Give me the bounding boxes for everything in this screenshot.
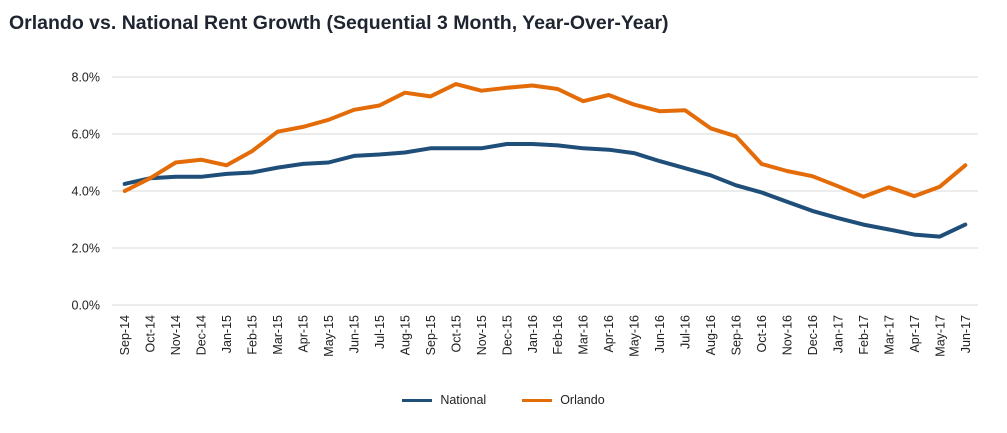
x-tick-label: Jul-15 (373, 315, 387, 349)
x-tick-label: Aug-16 (704, 315, 718, 355)
legend-label-orlando: Orlando (560, 393, 605, 407)
series-line-national (122, 142, 968, 239)
x-tick-label: Oct-16 (755, 315, 769, 353)
y-tick-label: 4.0% (72, 185, 101, 199)
x-tick-label: Feb-17 (857, 315, 871, 355)
legend: National Orlando (0, 393, 1007, 407)
y-axis-ticks: 0.0% 2.0% 4.0% 6.0% 8.0% (72, 71, 101, 313)
x-tick-label: Nov-14 (169, 315, 183, 355)
y-tick-label: 0.0% (72, 299, 101, 313)
y-tick-label: 6.0% (72, 128, 101, 142)
x-tick-label: Jan-17 (831, 315, 845, 353)
x-tick-label: Jan-15 (220, 315, 234, 353)
x-tick-label: Jun-16 (653, 315, 667, 353)
x-tick-label: Apr-15 (297, 315, 311, 353)
x-tick-label: May-17 (933, 315, 947, 357)
x-tick-label: Dec-14 (195, 315, 209, 355)
x-tick-label: Mar-15 (271, 315, 285, 355)
x-tick-label: Apr-17 (908, 315, 922, 353)
x-tick-label: Oct-14 (144, 315, 158, 353)
x-tick-label: Jun-15 (347, 315, 361, 353)
x-tick-label: Aug-15 (398, 315, 412, 355)
x-tick-label: Jul-16 (679, 315, 693, 349)
x-tick-label: Mar-17 (882, 315, 896, 355)
gridlines (112, 76, 978, 306)
x-tick-label: Sep-16 (730, 315, 744, 355)
legend-item-national: National (402, 393, 486, 407)
legend-label-national: National (440, 393, 487, 407)
chart-title: Orlando vs. National Rent Growth (Sequen… (9, 12, 669, 34)
x-axis-ticks: Sep-14 Oct-14 Nov-14 Dec-14 Jan-15 Feb-15 Mar-… (118, 315, 973, 357)
x-tick-label: Mar-16 (577, 315, 591, 355)
x-tick-label: Jun-17 (959, 315, 973, 353)
x-tick-label: Dec-16 (806, 315, 820, 355)
legend-swatch-national (402, 398, 433, 402)
x-tick-label: Nov-16 (780, 315, 794, 355)
x-tick-label: Jan-16 (526, 315, 540, 353)
legend-swatch-orlando (522, 398, 553, 402)
line-chart: 0.0% 2.0% 4.0% 6.0% 8.0% Sep-14 Oct-14 Nov-14 D… (72, 71, 978, 357)
x-tick-label: May-15 (322, 315, 336, 357)
legend-item-orlando: Orlando (522, 393, 605, 407)
x-tick-label: Apr-16 (602, 315, 616, 353)
x-tick-label: Feb-16 (551, 315, 565, 355)
x-tick-label: May-16 (628, 315, 642, 357)
y-tick-label: 8.0% (72, 71, 101, 85)
series-lines (122, 82, 968, 239)
x-tick-label: Sep-15 (424, 315, 438, 355)
x-tick-label: Dec-15 (500, 315, 514, 355)
series-line-orlando (122, 82, 968, 199)
x-tick-label: Oct-15 (449, 315, 463, 353)
x-tick-label: Nov-15 (475, 315, 489, 355)
x-tick-label: Feb-15 (246, 315, 260, 355)
y-tick-label: 2.0% (72, 242, 101, 256)
x-tick-label: Sep-14 (118, 315, 132, 355)
